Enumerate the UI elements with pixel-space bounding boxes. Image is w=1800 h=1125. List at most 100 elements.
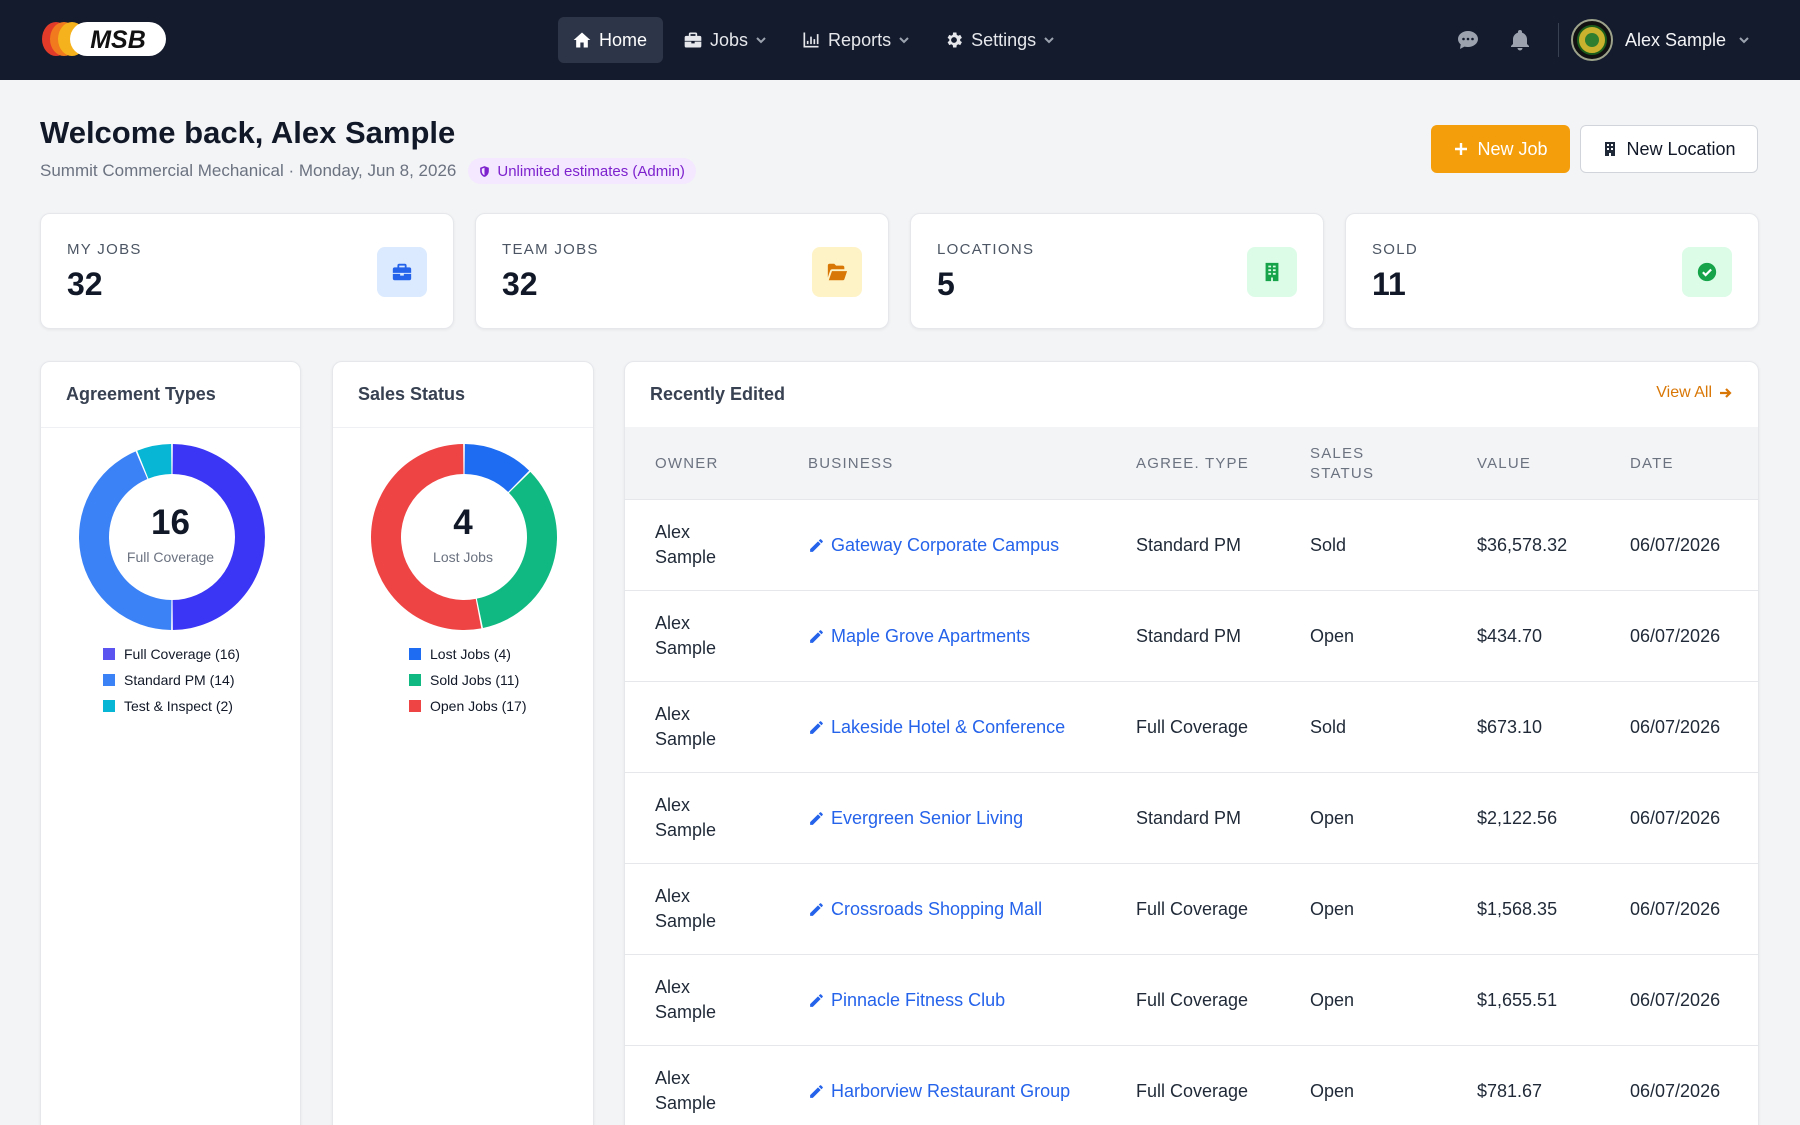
- cell-value: $36,578.32: [1477, 535, 1568, 555]
- recently-edited-panel: Recently Edited View All OWNER BUSINESS …: [624, 361, 1759, 1125]
- pencil-icon: [810, 1085, 823, 1098]
- col-date[interactable]: DATE: [1630, 455, 1674, 472]
- cell-agree-type: Standard PM: [1136, 535, 1242, 555]
- new-location-button[interactable]: New Location: [1580, 125, 1758, 173]
- legend-label: Standard PM (14): [124, 672, 235, 688]
- cell-owner: Alex Sample: [655, 1068, 717, 1113]
- cell-value: $1,655.51: [1477, 990, 1558, 1010]
- donut-slice-sold-jobs[interactable]: [476, 471, 557, 629]
- table-row[interactable]: Alex Sample Evergreen Senior Living Stan…: [625, 773, 1758, 864]
- col-owner[interactable]: OWNER: [655, 455, 719, 472]
- chevron-down-icon[interactable]: [1738, 34, 1750, 46]
- new-job-button[interactable]: New Job: [1431, 125, 1570, 173]
- table-header: OWNER BUSINESS AGREE. TYPE SALES STATUS …: [625, 427, 1758, 500]
- stat-icon-box: [377, 247, 427, 297]
- table-row[interactable]: Alex Sample Pinnacle Fitness Club Full C…: [625, 955, 1758, 1046]
- panel-divider: [333, 427, 593, 428]
- cell-business-link[interactable]: Gateway Corporate Campus: [808, 533, 1059, 558]
- legend-item[interactable]: Sold Jobs (11): [409, 667, 527, 693]
- table-row[interactable]: Alex Sample Maple Grove Apartments Stand…: [625, 591, 1758, 682]
- legend-swatch: [103, 648, 115, 660]
- user-area: Alex Sample: [1442, 16, 1750, 64]
- cell-sales-status: Sold: [1310, 717, 1347, 737]
- cell-business-link[interactable]: Maple Grove Apartments: [808, 624, 1030, 649]
- cell-business-link[interactable]: Lakeside Hotel & Conference: [808, 715, 1065, 740]
- donut-slice-open-jobs[interactable]: [371, 444, 482, 630]
- stat-value: 32: [67, 266, 103, 302]
- legend-item[interactable]: Test & Inspect (2): [103, 693, 240, 719]
- col-sales-status-line2: STATUS: [1310, 465, 1375, 482]
- stat-value: 32: [502, 266, 538, 302]
- legend-item[interactable]: Standard PM (14): [103, 667, 240, 693]
- agreement-donut-chart[interactable]: [79, 444, 265, 630]
- panel-title: Recently Edited: [650, 384, 786, 404]
- user-name[interactable]: Alex Sample: [1624, 29, 1726, 50]
- top-nav: MSB Home Jobs Reports Settings: [0, 0, 1800, 80]
- nav-settings[interactable]: Settings: [930, 17, 1069, 63]
- nav-reports[interactable]: Reports: [787, 17, 924, 63]
- admin-badge-label: Unlimited estimates (Admin): [497, 162, 685, 180]
- chart-legend: Full Coverage (16) Standard PM (14) Test…: [103, 641, 240, 719]
- main-menu: Home Jobs Reports Settings: [558, 17, 1069, 63]
- cell-owner: Alex Sample: [655, 886, 717, 931]
- pencil-icon: [810, 539, 823, 552]
- cell-business-link[interactable]: Evergreen Senior Living: [808, 806, 1023, 831]
- avatar[interactable]: [1570, 19, 1613, 61]
- nav-home[interactable]: Home: [558, 17, 664, 63]
- col-value[interactable]: VALUE: [1477, 455, 1532, 472]
- stat-value: 5: [937, 266, 955, 302]
- cell-date: 06/07/2026: [1630, 990, 1721, 1010]
- cell-sales-status: Sold: [1310, 535, 1347, 555]
- cell-business-link[interactable]: Pinnacle Fitness Club: [808, 988, 1005, 1013]
- business-name: Gateway Corporate Campus: [831, 535, 1060, 555]
- donut-slice-full-coverage[interactable]: [172, 444, 265, 630]
- messages-button[interactable]: [1442, 16, 1494, 64]
- table-row[interactable]: Alex Sample Harborview Restaurant Group …: [625, 1046, 1758, 1125]
- cell-owner: Alex Sample: [655, 613, 717, 658]
- stat-card-locations[interactable]: LOCATIONS 5: [910, 213, 1324, 329]
- stat-card-sold[interactable]: SOLD 11: [1345, 213, 1759, 329]
- view-all-link[interactable]: View All: [1656, 384, 1732, 402]
- bell-icon: [1510, 30, 1529, 51]
- new-location-label: New Location: [1626, 138, 1736, 159]
- legend-item[interactable]: Lost Jobs (4): [409, 641, 527, 667]
- building-icon: [1605, 142, 1616, 156]
- donut-slice-lost-jobs[interactable]: [464, 444, 530, 493]
- nav-jobs[interactable]: Jobs: [669, 17, 781, 63]
- legend-item[interactable]: Full Coverage (16): [103, 641, 240, 667]
- chevron-down-icon: [899, 37, 909, 44]
- msb-logo[interactable]: MSB: [40, 20, 168, 58]
- legend-swatch: [409, 648, 421, 660]
- stat-label: TEAM JOBS: [502, 241, 599, 258]
- table-row[interactable]: Alex Sample Crossroads Shopping Mall Ful…: [625, 864, 1758, 955]
- cell-agree-type: Standard PM: [1136, 808, 1242, 828]
- chart-legend: Lost Jobs (4) Sold Jobs (11) Open Jobs (…: [409, 641, 527, 719]
- cell-value: $781.67: [1477, 1081, 1543, 1101]
- sales-donut-chart[interactable]: [371, 444, 557, 630]
- notifications-button[interactable]: [1494, 16, 1546, 64]
- legend-item[interactable]: Open Jobs (17): [409, 693, 527, 719]
- table-row[interactable]: Alex Sample Lakeside Hotel & Conference …: [625, 682, 1758, 773]
- stat-card-my-jobs[interactable]: MY JOBS 32: [40, 213, 454, 329]
- stat-card-team-jobs[interactable]: TEAM JOBS 32: [475, 213, 889, 329]
- business-name: Lakeside Hotel & Conference: [831, 717, 1066, 737]
- cell-owner: Alex Sample: [655, 522, 717, 567]
- table-row[interactable]: Alex Sample Gateway Corporate Campus Sta…: [625, 500, 1758, 591]
- col-agree-type[interactable]: AGREE. TYPE: [1136, 455, 1249, 472]
- cell-agree-type: Full Coverage: [1136, 1081, 1249, 1101]
- donut-center-value: 4: [453, 503, 473, 542]
- stat-icon-box: [1682, 247, 1732, 297]
- donut-slice-standard-pm[interactable]: [79, 451, 172, 630]
- cell-business-link[interactable]: Harborview Restaurant Group: [808, 1079, 1070, 1104]
- legend-swatch: [103, 700, 115, 712]
- cell-business-link[interactable]: Crossroads Shopping Mall: [808, 897, 1042, 922]
- nav-jobs-label: Jobs: [710, 29, 749, 50]
- cell-sales-status: Open: [1310, 899, 1355, 919]
- pencil-icon: [810, 721, 823, 734]
- chevron-down-icon: [756, 37, 766, 44]
- col-sales-status[interactable]: SALES STATUS: [1310, 444, 1374, 484]
- donut-slice-test-inspect[interactable]: [137, 444, 172, 479]
- col-business[interactable]: BUSINESS: [808, 455, 894, 472]
- cell-value: $1,568.35: [1477, 899, 1558, 919]
- avatar-badge-core: [1584, 33, 1599, 47]
